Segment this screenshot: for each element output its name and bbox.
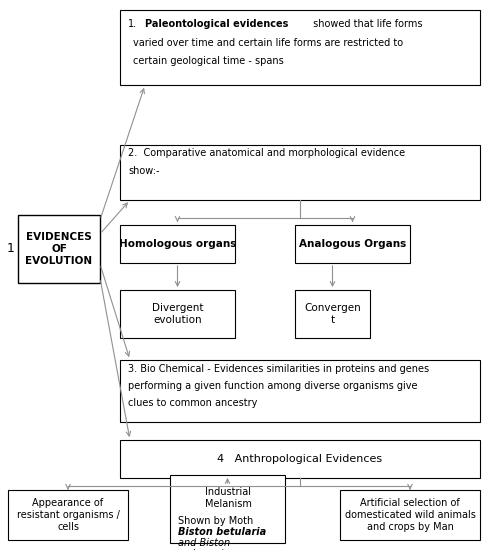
Text: Shown by Moth: Shown by Moth bbox=[178, 516, 253, 526]
Bar bbox=[295, 225, 410, 263]
Text: Homologous organs: Homologous organs bbox=[119, 239, 237, 249]
Text: Paleontological evidences: Paleontological evidences bbox=[145, 19, 289, 29]
Bar bbox=[8, 490, 128, 540]
Bar bbox=[18, 215, 100, 283]
Text: carbonaria: carbonaria bbox=[178, 549, 231, 550]
Text: EVIDENCES
OF
EVOLUTION: EVIDENCES OF EVOLUTION bbox=[25, 233, 93, 266]
Text: showed that life forms: showed that life forms bbox=[310, 19, 423, 29]
Bar bbox=[340, 490, 480, 540]
Bar bbox=[120, 145, 480, 200]
Bar bbox=[120, 360, 480, 422]
Bar bbox=[170, 475, 285, 543]
Text: show:-: show:- bbox=[128, 166, 159, 176]
Text: Industrial
Melanism: Industrial Melanism bbox=[204, 487, 251, 509]
Text: certain geological time - spans: certain geological time - spans bbox=[133, 56, 284, 66]
Bar bbox=[120, 440, 480, 478]
Text: Analogous Organs: Analogous Organs bbox=[299, 239, 406, 249]
Text: 4   Anthropological Evidences: 4 Anthropological Evidences bbox=[217, 454, 383, 464]
Bar bbox=[120, 225, 235, 263]
Bar bbox=[120, 10, 480, 85]
Text: varied over time and certain life forms are restricted to: varied over time and certain life forms … bbox=[133, 38, 403, 48]
Text: performing a given function among diverse organisms give: performing a given function among divers… bbox=[128, 381, 417, 391]
Text: clues to common ancestry: clues to common ancestry bbox=[128, 398, 257, 408]
Text: Convergen
t: Convergen t bbox=[304, 303, 361, 325]
Text: and Biston: and Biston bbox=[178, 538, 230, 548]
Text: Divergent
evolution: Divergent evolution bbox=[152, 303, 204, 325]
Text: Artificial selection of
domesticated wild animals
and crops by Man: Artificial selection of domesticated wil… bbox=[345, 498, 475, 532]
Text: 2.  Comparative anatomical and morphological evidence: 2. Comparative anatomical and morphologi… bbox=[128, 148, 405, 158]
Text: Biston betularia: Biston betularia bbox=[178, 527, 266, 537]
Text: 3. Bio Chemical - Evidences similarities in proteins and genes: 3. Bio Chemical - Evidences similarities… bbox=[128, 364, 429, 374]
Text: 1: 1 bbox=[7, 243, 15, 256]
Text: Appearance of
resistant organisms /
cells: Appearance of resistant organisms / cell… bbox=[16, 498, 119, 532]
Text: 1.: 1. bbox=[128, 19, 137, 29]
Bar bbox=[295, 290, 370, 338]
Bar bbox=[120, 290, 235, 338]
